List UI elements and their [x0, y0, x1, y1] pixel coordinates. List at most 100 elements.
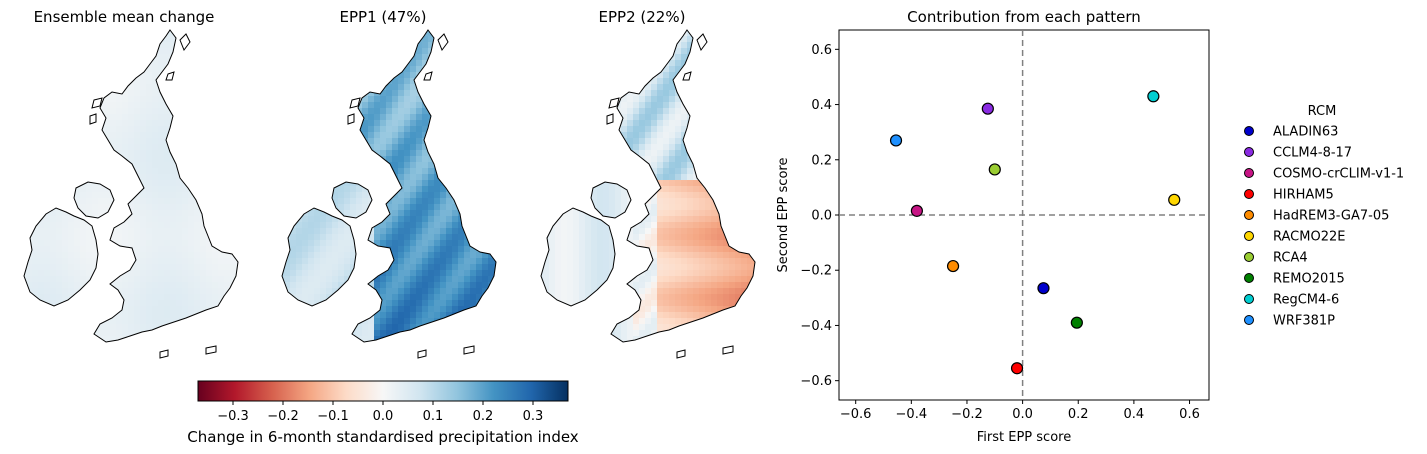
map-cell	[140, 90, 147, 97]
map-cell	[416, 288, 423, 295]
map-cell	[80, 300, 87, 307]
uk-map-mean	[23, 29, 239, 359]
map-cell	[729, 78, 736, 85]
map-cell	[567, 144, 574, 151]
map-cell	[362, 234, 369, 241]
map-cell	[32, 78, 39, 85]
map-cell	[38, 234, 45, 241]
map-cell	[494, 228, 496, 235]
map-cell	[699, 150, 706, 157]
map-cell	[212, 300, 219, 307]
map-cell	[428, 204, 435, 211]
map-cell	[452, 210, 459, 217]
map-cell	[74, 72, 81, 79]
map-cell	[146, 204, 153, 211]
map-cell	[573, 114, 580, 121]
map-cell	[182, 252, 189, 259]
map-cell	[290, 120, 297, 127]
map-cell	[128, 312, 135, 319]
map-cell	[146, 198, 153, 205]
map-cell	[561, 84, 568, 91]
map-cell	[62, 150, 69, 157]
map-cell	[488, 300, 495, 307]
map-cell	[597, 102, 604, 109]
map-cell	[404, 168, 411, 175]
map-cell	[332, 30, 339, 37]
map-cell	[74, 132, 81, 139]
map-cell	[488, 156, 495, 163]
map-cell	[374, 258, 381, 265]
map-cell	[362, 276, 369, 283]
map-cell	[452, 120, 459, 127]
map-cell	[200, 294, 207, 301]
map-cell	[320, 168, 327, 175]
map-cell	[747, 102, 754, 109]
map-cell	[62, 180, 69, 187]
map-cell	[176, 90, 183, 97]
map-cell	[164, 270, 171, 277]
map-cell	[470, 186, 477, 193]
map-cell	[176, 102, 183, 109]
map-cell	[182, 66, 189, 73]
map-cell	[398, 84, 405, 91]
map-cell	[428, 174, 435, 181]
map-cell	[158, 120, 165, 127]
map-cell	[440, 246, 447, 253]
map-cell	[164, 252, 171, 259]
map-cell	[494, 66, 496, 73]
map-cell	[362, 282, 369, 289]
map-cell	[476, 36, 483, 43]
map-cell	[146, 234, 153, 241]
map-cell	[416, 102, 423, 109]
map-cell	[86, 126, 93, 133]
map-cell	[368, 216, 375, 223]
map-cell	[675, 126, 682, 133]
map-cell	[44, 216, 51, 223]
map-cell	[380, 66, 387, 73]
map-cell	[212, 330, 219, 337]
map-cell	[488, 318, 495, 325]
map-cell	[579, 54, 586, 61]
map-cell	[633, 102, 640, 109]
map-cell	[627, 30, 634, 37]
map-cell	[350, 198, 357, 205]
map-cell	[350, 144, 357, 151]
map-cell	[488, 336, 495, 342]
map-cell	[104, 66, 111, 73]
map-cell	[302, 258, 309, 265]
map-cell	[494, 132, 496, 139]
map-cell	[24, 198, 27, 205]
map-cell	[128, 114, 135, 121]
map-cell	[86, 102, 93, 109]
map-cell	[56, 36, 63, 43]
map-cell	[416, 66, 423, 73]
map-cell	[104, 108, 111, 115]
map-cell	[476, 156, 483, 163]
map-cell	[146, 168, 153, 175]
map-cell	[404, 144, 411, 151]
map-cell	[68, 270, 75, 277]
map-cell	[651, 114, 658, 121]
map-cell	[693, 126, 700, 133]
map-cell	[32, 138, 39, 145]
map-cell	[134, 300, 141, 307]
map-cell	[386, 168, 393, 175]
map-cell	[464, 210, 471, 217]
map-cell	[723, 54, 730, 61]
map-cell	[452, 132, 459, 139]
map-cell	[410, 270, 417, 277]
map-cell	[579, 132, 586, 139]
map-cell	[380, 138, 387, 145]
map-cell	[188, 324, 195, 331]
map-cell	[350, 240, 357, 247]
map-cell	[146, 216, 153, 223]
map-cell	[62, 126, 69, 133]
map-cell	[398, 90, 405, 97]
map-cell	[152, 276, 159, 283]
map-cell	[344, 348, 351, 355]
map-cell	[717, 72, 724, 79]
map-cell	[212, 174, 219, 181]
map-cell	[723, 78, 730, 85]
map-cell	[98, 180, 105, 187]
map-cell	[146, 66, 153, 73]
